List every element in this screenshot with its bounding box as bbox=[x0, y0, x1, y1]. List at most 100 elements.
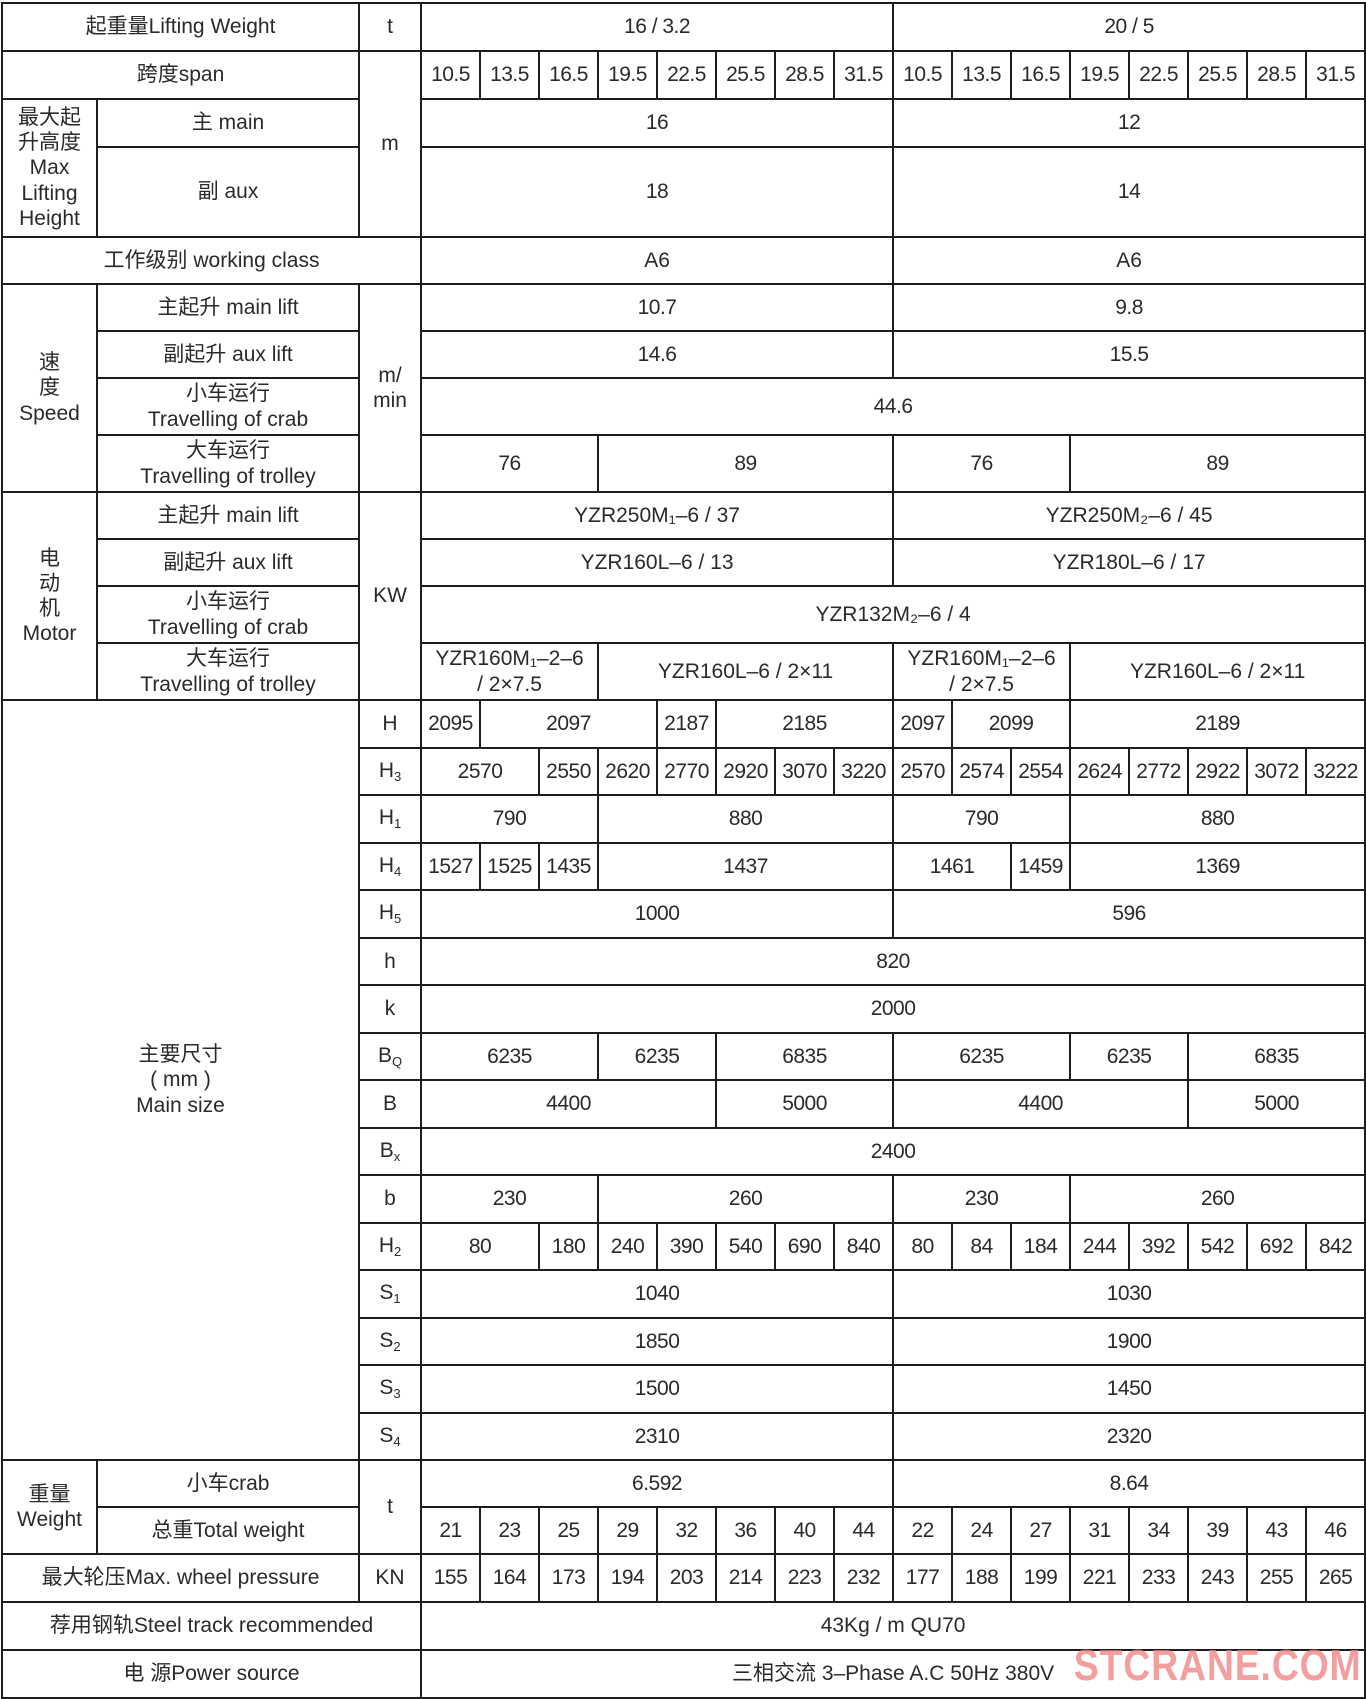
table-row: 重量 Weight 小车crab t 6.592 8.64 bbox=[1, 1459, 1366, 1555]
value-cell: 22 bbox=[892, 1506, 954, 1555]
label-cell: 电 源Power source bbox=[0, 1649, 423, 1699]
label-cell: YZR160L–6 / 2×11 bbox=[1069, 642, 1366, 701]
value-cell: 8.64 bbox=[892, 1459, 1366, 1508]
dimension-symbol: S3 bbox=[358, 1364, 423, 1414]
value-cell: 89 bbox=[1069, 434, 1366, 493]
value-cell: 240 bbox=[597, 1221, 659, 1271]
label-cell: 三相交流 3–Phase A.C 50Hz 380V bbox=[420, 1649, 1366, 1699]
value-cell: 2922 bbox=[1187, 746, 1249, 796]
value-cell: 28.5 bbox=[774, 50, 836, 100]
symbol-subscript: 1 bbox=[393, 816, 402, 832]
dimension-symbol: k bbox=[358, 984, 423, 1034]
table-row: 起重量Lifting Weight t 16 / 3.2 20 / 5 bbox=[0, 2, 1366, 52]
value-cell: 2095 bbox=[420, 699, 482, 749]
label-cell: 大车运行 Travelling of trolley bbox=[95, 434, 361, 493]
value-cell: 25 bbox=[538, 1506, 600, 1555]
symbol-letter: S bbox=[379, 1376, 394, 1400]
table-row: 跨度span m 10.5 13.5 16.5 19.5 22.5 25.5 28.5 31.5 1… bbox=[0, 50, 1366, 238]
symbol-letter: b bbox=[384, 1187, 396, 1211]
value-cell: 177 bbox=[892, 1553, 954, 1603]
table-row: 副 aux 18 14 bbox=[2, 146, 1366, 238]
value-cell: 9.8 bbox=[892, 283, 1366, 332]
table-row: h 820 bbox=[2, 936, 1366, 986]
value-cell: 790 bbox=[892, 794, 1072, 844]
value-cell: 1850 bbox=[420, 1316, 895, 1366]
symbol-subscript: 2 bbox=[393, 1338, 401, 1354]
dimension-symbol: H5 bbox=[358, 889, 423, 939]
value-cell: 14.6 bbox=[420, 330, 895, 379]
value-cell: 18 bbox=[420, 146, 895, 238]
value-cell: 25.5 bbox=[715, 50, 777, 100]
table-row: k 2000 bbox=[2, 984, 1366, 1034]
dimension-symbol: H1 bbox=[358, 794, 423, 844]
value-cell: 27 bbox=[1010, 1506, 1072, 1555]
value-cell: 32 bbox=[656, 1506, 718, 1555]
table-row: 小车运行 Travelling of crab 44.6 bbox=[2, 377, 1366, 436]
table-row: 工作级别 working class A6 A6 bbox=[0, 236, 1366, 285]
value-cell: 880 bbox=[1069, 794, 1366, 844]
symbol-letter: B bbox=[379, 1138, 394, 1162]
table-row: 最大起 升高度 Max Lifting Height 主 main 16 12 bbox=[1, 98, 1366, 238]
value-cell: 89 bbox=[597, 434, 895, 493]
value-cell: 14 bbox=[892, 146, 1366, 238]
value-cell: 46 bbox=[1305, 1506, 1366, 1555]
label-cell: m bbox=[358, 50, 423, 238]
label-cell: 重量 Weight bbox=[1, 1459, 98, 1555]
label-cell: 主要尺寸 ( mm ) Main size bbox=[0, 699, 361, 1461]
value-cell: 2620 bbox=[597, 746, 659, 796]
value-cell: 2097 bbox=[479, 699, 659, 749]
value-cell: 39 bbox=[1187, 1506, 1249, 1555]
symbol-subscript: 3 bbox=[393, 1386, 401, 1402]
value-cell: 4400 bbox=[420, 1079, 718, 1129]
value-cell: 540 bbox=[715, 1221, 777, 1271]
table-row: 电 动 机 Motor 主起升 main lift KW YZR250M₁–6 / 3… bbox=[1, 491, 1366, 701]
table-row: 小车运行 Travelling of crab YZR132M₂–6 / 4 bbox=[2, 585, 1366, 644]
value-cell: 10.5 bbox=[892, 50, 954, 100]
value-cell: 223 bbox=[774, 1553, 836, 1603]
label-cell: 小车运行 Travelling of crab bbox=[95, 585, 361, 644]
label-cell: 跨度span bbox=[0, 50, 361, 100]
value-cell: 6235 bbox=[597, 1031, 718, 1081]
value-cell: 2000 bbox=[420, 984, 1366, 1034]
label-cell: 小车运行 Travelling of crab bbox=[95, 377, 361, 436]
value-cell: 2570 bbox=[892, 746, 954, 796]
value-cell: 199 bbox=[1010, 1553, 1072, 1603]
value-cell: 2920 bbox=[715, 746, 777, 796]
dimension-symbol: h bbox=[358, 936, 423, 986]
dimension-symbol: H2 bbox=[358, 1221, 423, 1271]
label-cell: YZR132M₂–6 / 4 bbox=[420, 585, 1366, 644]
value-cell: 1437 bbox=[597, 841, 895, 891]
table-row: S4 2310 2320 bbox=[2, 1411, 1366, 1461]
value-cell: 76 bbox=[420, 434, 600, 493]
dimension-symbol: B bbox=[358, 1079, 423, 1129]
label-cell: 起重量Lifting Weight bbox=[0, 2, 361, 52]
value-cell: 6235 bbox=[1069, 1031, 1190, 1081]
symbol-letter: H bbox=[378, 853, 394, 877]
value-cell: 76 bbox=[892, 434, 1072, 493]
label-cell: YZR250M₁–6 / 37 bbox=[420, 491, 895, 540]
table-row: 最大轮压Max. wheel pressure KN 155 164 173 194 203… bbox=[0, 1553, 1366, 1603]
symbol-letter: B bbox=[377, 1043, 392, 1067]
table-row: S3 1500 1450 bbox=[2, 1364, 1366, 1414]
table-row: 大车运行 Travelling of trolley 76 89 76 89 bbox=[2, 434, 1366, 493]
value-cell: 22.5 bbox=[656, 50, 718, 100]
value-cell: 22.5 bbox=[1128, 50, 1190, 100]
label-cell: 主起升 main lift bbox=[95, 491, 361, 540]
value-cell: 1527 bbox=[420, 841, 482, 891]
value-cell: 232 bbox=[833, 1553, 895, 1603]
label-cell: 最大起 升高度 Max Lifting Height bbox=[1, 98, 98, 238]
symbol-subscript: x bbox=[393, 1148, 401, 1164]
value-cell: 390 bbox=[656, 1221, 718, 1271]
dimension-symbol: S1 bbox=[358, 1269, 423, 1319]
value-cell: 692 bbox=[1246, 1221, 1308, 1271]
value-cell: 6235 bbox=[420, 1031, 600, 1081]
value-cell: 1900 bbox=[892, 1316, 1366, 1366]
label-cell: 主 main bbox=[95, 98, 361, 148]
value-cell: 6235 bbox=[892, 1031, 1072, 1081]
value-cell: 596 bbox=[892, 889, 1366, 939]
symbol-subscript: 2 bbox=[393, 1243, 402, 1259]
label-cell: YZR160L–6 / 13 bbox=[420, 538, 895, 587]
value-cell: 214 bbox=[715, 1553, 777, 1603]
value-cell: 260 bbox=[1069, 1174, 1366, 1224]
value-cell: 6835 bbox=[715, 1031, 895, 1081]
